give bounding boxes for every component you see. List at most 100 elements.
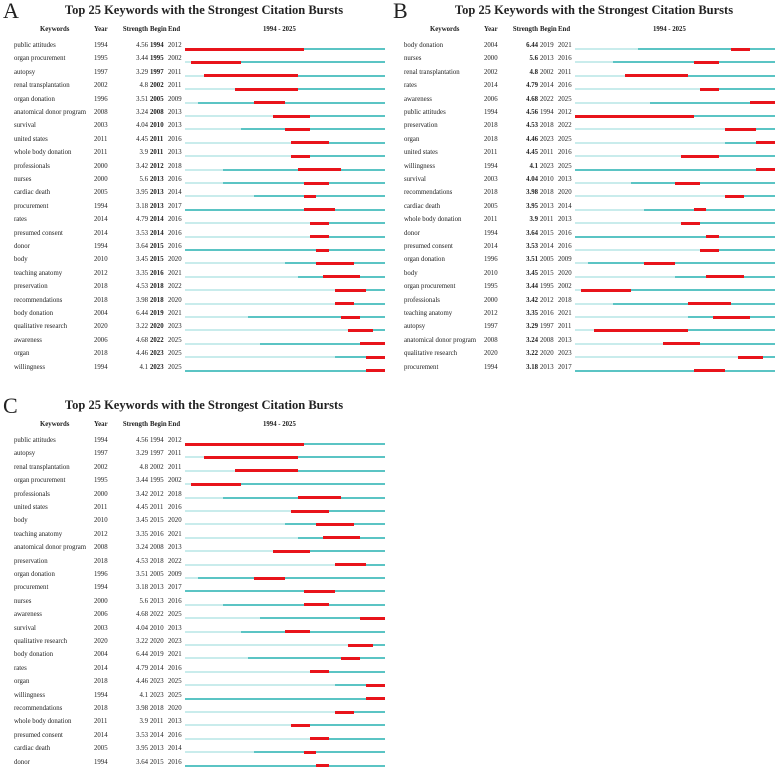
header-end: End: [168, 26, 181, 33]
keyword-row: survival 2003 4.04 2010 2013: [0, 623, 388, 636]
keyword-row: body donation 2004 6.44 2019 2021: [390, 40, 778, 53]
cell-keyword: awareness: [404, 95, 432, 103]
keyword-row: professionals 2000 3.42 2012 2018: [0, 161, 388, 174]
cell-year: 2010: [484, 269, 498, 277]
cell-strength: 6.44: [136, 310, 148, 317]
keyword-row: organ donation 1996 3.51 2005 2009: [0, 569, 388, 582]
inactive-period-bar: [575, 182, 632, 184]
keyword-row: presumed consent 2014 3.53 2014 2016: [0, 730, 388, 743]
cell-end: 2013: [558, 336, 572, 344]
cell-keyword: procurement: [404, 363, 439, 371]
cell-keyword: presumed consent: [14, 229, 63, 237]
cell-year: 2020: [94, 638, 108, 645]
active-period-bar: [581, 289, 775, 292]
keyword-row: donor 1994 3.64 2015 2016: [390, 228, 778, 241]
inactive-period-bar: [575, 61, 613, 64]
cell-year: 1994: [94, 243, 108, 250]
cell-strength: 4.1: [139, 363, 149, 371]
burst-bar: [335, 302, 354, 306]
cell-end: 2016: [168, 216, 182, 224]
cell-keyword: renal transplantation: [14, 463, 70, 471]
burst-bar: [322, 536, 360, 540]
burst-bar: [725, 127, 757, 131]
cell-year: 1994: [94, 584, 108, 592]
cell-end: 2013: [168, 624, 182, 632]
cell-strength: 3.64: [136, 758, 148, 766]
cell-strength: 3.51: [526, 256, 538, 264]
cell-keyword: qualitative research: [404, 350, 458, 358]
cell-strength: 4.04: [136, 122, 148, 130]
cell-end: 2025: [168, 611, 182, 619]
panel-letter: A: [3, 0, 19, 23]
burst-bar: [185, 442, 304, 446]
keyword-row: cardiac death 2005 3.95 2013 2014: [0, 743, 388, 756]
cell-year: 1994: [94, 691, 108, 699]
cell-keyword: presumed consent: [404, 243, 453, 250]
cell-begin: 2013: [540, 202, 554, 210]
burst-bar: [700, 248, 719, 252]
cell-strength: 3.24: [526, 336, 538, 344]
cell-strength: 5.6: [529, 55, 539, 63]
cell-year: 2018: [94, 705, 108, 712]
burst-bar: [303, 589, 335, 593]
cell-year: 2002: [94, 463, 108, 471]
cell-strength: 4.1: [139, 691, 149, 699]
active-period-bar: [185, 249, 385, 251]
cell-end: 2025: [558, 135, 572, 143]
cell-begin: 2011: [150, 718, 164, 726]
cell-end: 2012: [558, 109, 572, 116]
cell-year: 2008: [484, 336, 498, 344]
cell-strength: 3.24: [136, 544, 148, 552]
inactive-period-bar: [185, 496, 223, 499]
cell-strength: 4.56: [136, 437, 148, 444]
inactive-period-bar: [575, 329, 594, 332]
inactive-period-bar: [185, 289, 335, 292]
cell-begin: 2018: [150, 557, 164, 565]
burst-bar: [643, 261, 675, 265]
cell-end: 2012: [168, 437, 182, 444]
active-period-bar: [631, 182, 775, 184]
cell-keyword: anatomical donor program: [404, 336, 477, 344]
chart-title: Top 25 Keywords with the Strongest Citat…: [64, 398, 344, 412]
cell-strength: 4.79: [526, 82, 538, 90]
burst-bar: [316, 261, 354, 265]
keyword-row: recommendations 2018 3.98 2018 2020: [0, 295, 388, 308]
cell-keyword: procurement: [14, 202, 49, 210]
cell-end: 2023: [168, 323, 182, 331]
active-period-bar: [247, 316, 385, 318]
cell-end: 2025: [168, 336, 182, 344]
cell-strength: 4.04: [526, 176, 538, 183]
cell-keyword: renal transplantation: [14, 82, 70, 90]
cell-begin: 2015: [150, 243, 164, 250]
keyword-row: organ procurement 1995 3.44 1995 2002: [0, 475, 388, 488]
cell-end: 2021: [168, 269, 182, 277]
keyword-row: body 2010 3.45 2015 2020: [390, 268, 778, 281]
cell-begin: 2013: [150, 176, 164, 183]
cell-end: 2020: [558, 189, 572, 197]
cell-strength: 3.64: [136, 243, 148, 250]
burst-bar: [297, 496, 342, 500]
keyword-row: public attitudes 1994 4.56 1994 2012: [0, 40, 388, 53]
cell-keyword: public attitudes: [14, 437, 56, 444]
inactive-period-bar: [575, 101, 650, 104]
inactive-period-bar: [575, 356, 738, 359]
keyword-row: united states 2011 4.45 2011 2016: [390, 147, 778, 160]
cell-year: 2004: [484, 42, 498, 49]
cell-strength: 3.9: [139, 718, 149, 726]
keyword-row: teaching anatomy 2012 3.35 2016 2021: [0, 529, 388, 542]
cell-year: 2008: [94, 544, 108, 552]
inactive-period-bar: [185, 510, 292, 512]
burst-bar: [712, 315, 750, 319]
cell-keyword: body donation: [404, 42, 444, 49]
burst-bar: [291, 154, 310, 158]
inactive-period-bar: [185, 684, 335, 687]
keyword-row: donor 1994 3.64 2015 2016: [0, 241, 388, 254]
burst-bar: [575, 114, 694, 118]
cell-end: 2020: [168, 705, 182, 712]
chart-title: Top 25 Keywords with the Strongest Citat…: [454, 3, 734, 17]
active-period-bar: [310, 235, 385, 238]
header-strength: Strength: [122, 26, 148, 33]
keyword-row: organ 2018 4.46 2023 2025: [0, 676, 388, 689]
cell-year: 1997: [484, 323, 498, 331]
cell-year: 2012: [94, 530, 108, 538]
